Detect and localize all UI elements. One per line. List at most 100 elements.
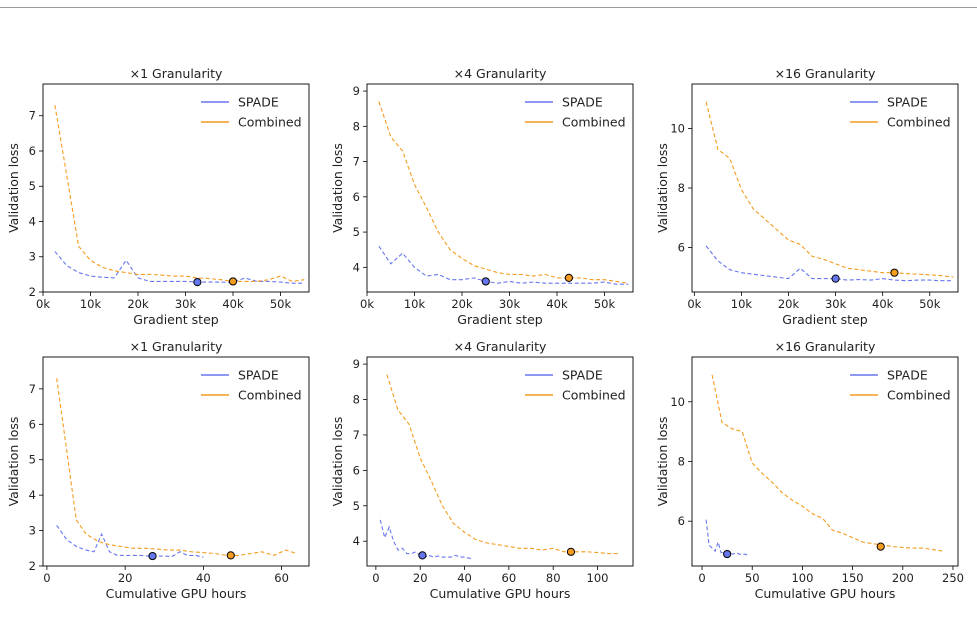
x-tick-label: 0k: [360, 297, 374, 311]
x-tick-label: 50: [745, 571, 760, 585]
series-line-spade: [378, 245, 629, 285]
y-tick-label: 7: [353, 428, 360, 442]
y-tick-label: 6: [353, 463, 360, 477]
x-tick-label: 40: [196, 571, 211, 585]
y-tick-label: 6: [29, 144, 36, 158]
x-tick-label: 0: [372, 571, 379, 585]
y-tick-label: 8: [678, 181, 685, 195]
chart-title: ×16 Granularity: [775, 339, 876, 354]
x-tick-label: 100: [791, 571, 813, 585]
y-tick-label: 2: [29, 285, 36, 299]
x-tick-label: 0k: [687, 297, 701, 311]
best-point-marker-spade: [418, 551, 427, 560]
y-tick-label: 7: [29, 382, 36, 396]
series-line-spade: [705, 245, 954, 282]
legend-label-spade: SPADE: [887, 95, 928, 110]
x-tick-label: 40: [457, 571, 472, 585]
series-line-combined: [378, 101, 629, 284]
x-tick-label: 0k: [36, 297, 50, 311]
y-tick-label: 6: [678, 240, 685, 254]
legend-label-spade: SPADE: [562, 368, 603, 383]
y-tick-label: 4: [29, 488, 36, 502]
legend-label-combined: Combined: [238, 388, 302, 403]
x-tick-label: 20k: [127, 297, 149, 311]
chart-panel-3: 0k 10k 20k 30k 40k 50k 6 8 10 ×16 Granularity Grad…: [655, 66, 959, 327]
legend-label-spade: SPADE: [562, 95, 603, 110]
series-line-combined: [54, 105, 305, 282]
chart-panel-2: 0k 10k 20k 30k 40k 50k 4 5 6 7 8 9 ×4 Granularity Gra…: [330, 66, 634, 327]
x-tick-label: 150: [842, 571, 864, 585]
x-axis-label: Cumulative GPU hours: [755, 586, 896, 601]
y-tick-label: 8: [678, 455, 685, 469]
y-tick-label: 10: [670, 395, 685, 409]
x-tick-label: 30k: [175, 297, 197, 311]
legend-label-combined: Combined: [562, 115, 626, 130]
y-axis-label: Validation loss: [330, 417, 345, 507]
x-tick-label: 10k: [80, 297, 102, 311]
chart-title: ×4 Granularity: [454, 66, 547, 81]
y-axis-label: Validation loss: [330, 143, 345, 233]
legend-label-spade: SPADE: [887, 368, 928, 383]
y-tick-label: 8: [353, 393, 360, 407]
y-tick-label: 4: [29, 214, 36, 228]
legend-label-spade: SPADE: [238, 95, 279, 110]
best-point-marker-combined: [228, 277, 238, 286]
x-tick-label: 40k: [222, 297, 244, 311]
best-point-marker-combined: [876, 542, 885, 551]
legend-label-combined: Combined: [238, 115, 302, 130]
y-tick-label: 5: [353, 499, 360, 513]
x-tick-label: 0: [698, 571, 705, 585]
y-axis-label: Validation loss: [655, 417, 670, 507]
chart-panel-5: 0 20 40 60 80 100 4 5 6 7 8 9 ×4 Granularity Cumulati…: [330, 339, 634, 601]
y-tick-label: 8: [353, 119, 360, 133]
x-tick-label: 100: [587, 571, 609, 585]
x-axis-label: Gradient step: [457, 312, 542, 327]
y-tick-label: 3: [29, 250, 36, 264]
best-point-marker-combined: [566, 547, 576, 556]
best-point-marker-spade: [831, 274, 840, 283]
x-tick-label: 20: [413, 571, 428, 585]
series-line-combined: [711, 374, 943, 552]
y-axis-label: Validation loss: [6, 143, 21, 233]
legend-label-spade: SPADE: [238, 368, 279, 383]
x-tick-label: 0: [43, 571, 50, 585]
best-point-marker-spade: [193, 278, 202, 287]
y-tick-label: 6: [29, 417, 36, 431]
x-tick-label: 20: [118, 571, 133, 585]
best-point-marker-combined: [564, 273, 573, 282]
axes-frame: [42, 356, 310, 567]
best-point-marker-combined: [226, 551, 235, 560]
axes-frame: [42, 83, 310, 293]
y-tick-label: 7: [29, 109, 36, 123]
x-axis-label: Cumulative GPU hours: [106, 586, 247, 601]
legend-label-combined: Combined: [887, 115, 951, 130]
y-axis-label: Validation loss: [6, 417, 21, 507]
y-tick-label: 4: [353, 260, 360, 274]
top-divider-line: [0, 7, 977, 8]
chart-title: ×1 Granularity: [130, 339, 223, 354]
y-tick-label: 6: [678, 514, 685, 528]
x-axis-label: Gradient step: [782, 312, 867, 327]
legend-label-combined: Combined: [562, 388, 626, 403]
y-tick-label: 3: [29, 524, 36, 538]
chart-panel-4: 0 20 40 60 2 3 4 5 6 7 ×1 Granularity Cumulative GP…: [6, 339, 310, 601]
x-tick-label: 40k: [872, 297, 894, 311]
x-tick-label: 10k: [404, 297, 426, 311]
axes-frame: [366, 83, 634, 293]
x-tick-label: 60: [274, 571, 289, 585]
x-tick-label: 50k: [919, 297, 941, 311]
x-axis-label: Gradient step: [133, 312, 218, 327]
y-tick-label: 6: [353, 190, 360, 204]
series-line-spade: [379, 519, 474, 559]
x-tick-label: 50k: [270, 297, 292, 311]
legend-label-combined: Combined: [887, 388, 951, 403]
chart-title: ×1 Granularity: [130, 66, 223, 81]
series-line-combined: [56, 378, 298, 556]
y-axis-label: Validation loss: [655, 143, 670, 233]
x-tick-label: 200: [892, 571, 914, 585]
x-tick-label: 20k: [778, 297, 800, 311]
best-point-marker-spade: [481, 277, 490, 286]
x-tick-label: 60: [502, 571, 517, 585]
y-tick-label: 5: [29, 453, 36, 467]
